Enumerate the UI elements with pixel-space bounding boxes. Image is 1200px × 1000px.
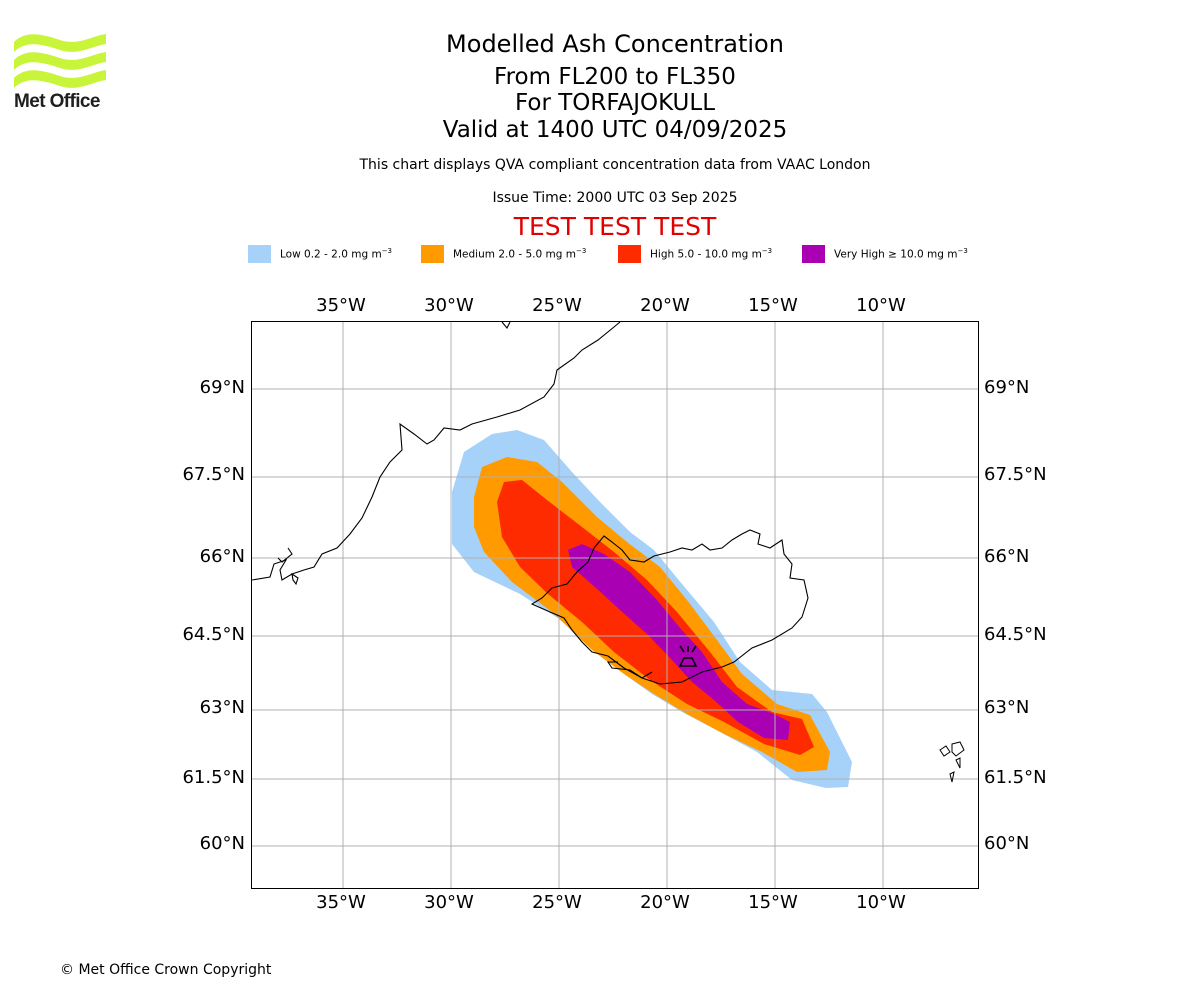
lat-tick-right-66: 66°N: [984, 546, 1030, 567]
faroe-islands: [939, 741, 965, 783]
lon-tick-top-30: 30°W: [424, 295, 474, 316]
lon-tick-bottom-10: 10°W: [856, 892, 906, 913]
chart-title: Modelled Ash Concentration: [446, 30, 784, 58]
legend-item-high: High 5.0 - 10.0 mg m−3: [618, 245, 772, 263]
coastlines: [252, 322, 809, 685]
lon-tick-top-25: 25°W: [532, 295, 582, 316]
legend-label-low: Low 0.2 - 2.0 mg m: [280, 248, 382, 261]
legend-swatch-very-high: [802, 245, 825, 263]
test-banner: TEST TEST TEST: [513, 212, 717, 241]
volcano-icon: [678, 645, 698, 667]
met-office-logo: [14, 34, 106, 88]
ash-very-high-area: [568, 544, 790, 740]
description: This chart displays QVA compliant concen…: [359, 157, 871, 173]
volcano-name: For TORFAJOKULL: [514, 90, 716, 116]
lon-tick-bottom-15: 15°W: [748, 892, 798, 913]
lon-tick-top-15: 15°W: [748, 295, 798, 316]
lat-tick-right-69: 69°N: [984, 377, 1030, 398]
map-panel: [251, 321, 979, 889]
lon-tick-bottom-35: 35°W: [316, 892, 366, 913]
lat-tick-right-61-5: 61.5°N: [984, 767, 1047, 788]
lat-tick-left-61-5: 61.5°N: [182, 767, 245, 788]
lon-tick-bottom-30: 30°W: [424, 892, 474, 913]
lon-tick-top-10: 10°W: [856, 295, 906, 316]
legend-item-medium: Medium 2.0 - 5.0 mg m−3: [421, 245, 586, 263]
copyright: © Met Office Crown Copyright: [60, 962, 272, 978]
lon-tick-bottom-20: 20°W: [640, 892, 690, 913]
legend-swatch-low: [248, 245, 271, 263]
legend-unit-exp-very-high: −3: [957, 247, 968, 256]
lon-tick-top-20: 20°W: [640, 295, 690, 316]
legend-unit-exp-low: −3: [381, 247, 393, 256]
gridlines: [252, 322, 978, 888]
lat-tick-left-60: 60°N: [199, 833, 245, 854]
lat-tick-right-64-5: 64.5°N: [984, 624, 1047, 645]
legend-label-medium: Medium 2.0 - 5.0 mg m: [453, 248, 576, 261]
legend-swatch-high: [618, 245, 641, 263]
legend-unit-exp-high: −3: [761, 247, 773, 256]
lat-tick-left-67-5: 67.5°N: [182, 464, 245, 485]
lat-tick-left-66: 66°N: [199, 546, 245, 567]
map-canvas: [252, 322, 978, 888]
lat-tick-right-67-5: 67.5°N: [984, 464, 1047, 485]
lat-tick-left-63: 63°N: [199, 697, 245, 718]
legend-label-very-high: Very High ≥ 10.0 mg m: [834, 248, 958, 261]
lat-tick-right-60: 60°N: [984, 833, 1030, 854]
valid-time: Valid at 1400 UTC 04/09/2025: [442, 117, 788, 143]
logo-text: Met Office: [14, 91, 100, 112]
flight-levels: From FL200 to FL350: [494, 64, 736, 90]
legend-swatch-medium: [421, 245, 444, 263]
legend-unit-exp-medium: −3: [575, 247, 587, 256]
lon-tick-top-35: 35°W: [316, 295, 366, 316]
issue-time: Issue Time: 2000 UTC 03 Sep 2025: [492, 190, 738, 206]
lat-tick-right-63: 63°N: [984, 697, 1030, 718]
lon-tick-bottom-25: 25°W: [532, 892, 582, 913]
lat-tick-left-69: 69°N: [199, 377, 245, 398]
legend-item-low: Low 0.2 - 2.0 mg m−3: [248, 245, 392, 263]
legend-label-high: High 5.0 - 10.0 mg m: [650, 248, 762, 261]
legend-item-very-high: Very High ≥ 10.0 mg m−3: [802, 245, 968, 263]
lat-tick-left-64-5: 64.5°N: [182, 624, 245, 645]
